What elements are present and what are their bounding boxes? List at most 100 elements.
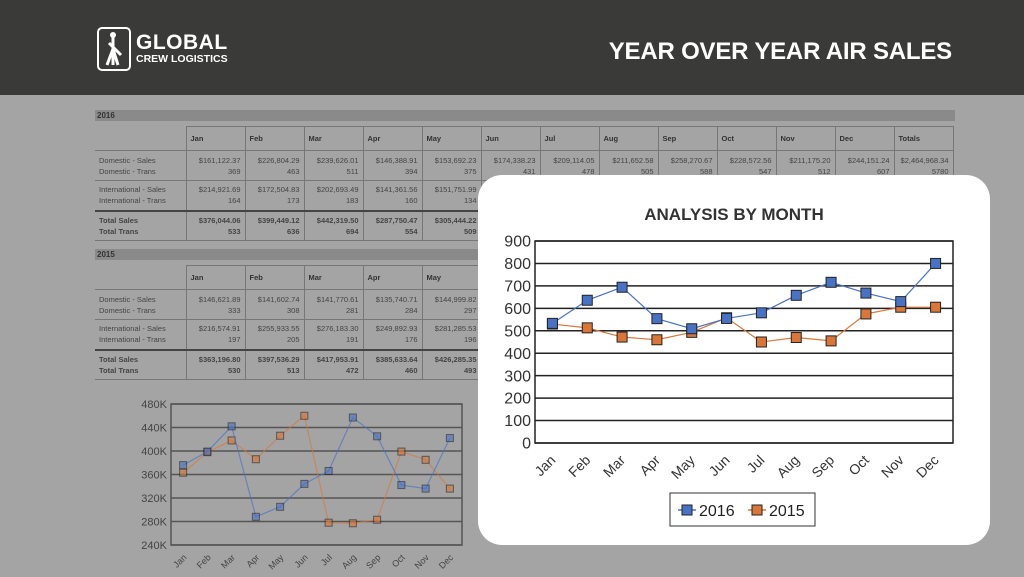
x-tick-label: Jan <box>531 452 558 479</box>
x-tick-label: Oct <box>845 452 872 479</box>
page-title: YEAR OVER YEAR AIR SALES <box>608 38 952 65</box>
x-tick-label: Apr <box>244 552 261 569</box>
cell-sales: $172,504.83 <box>257 185 300 195</box>
column-header: May <box>421 265 482 290</box>
table-cell: $399,449.12 636 <box>244 209 305 241</box>
row-label: Domestic - Sales <box>99 294 156 304</box>
cell-trans: 5780 <box>931 166 949 176</box>
cell-sales: $305,444.22 <box>434 215 477 225</box>
x-tick-label: Aug <box>773 452 802 481</box>
x-tick-label: May <box>668 452 698 482</box>
cell-sales: $214,921.69 <box>198 185 241 195</box>
cell-trans: 636 <box>286 226 300 236</box>
row-label: Total Trans <box>99 226 139 236</box>
row-label: International - Trans <box>99 335 166 345</box>
table-row: Domestic - Sales Domestic - Trans $146,621… <box>95 289 482 320</box>
cell-trans: 183 <box>345 196 359 206</box>
data-point-2016 <box>324 466 333 475</box>
cell-sales: $249,892.93 <box>375 324 418 334</box>
data-point-2016 <box>721 312 733 324</box>
cell-trans: 308 <box>286 305 300 315</box>
cell-sales: $363,196.80 <box>198 354 241 364</box>
cell-trans: 533 <box>227 226 241 236</box>
y-tick-label: 900 <box>504 234 531 251</box>
data-point-2016 <box>546 317 558 329</box>
column-header: Mar <box>303 126 364 151</box>
y-tick-label: 320K <box>141 493 167 505</box>
legend-marker-2015 <box>751 504 763 516</box>
cell-trans: 513 <box>286 365 300 375</box>
table-cell: $141,770.61 281 <box>303 289 364 320</box>
column-header: Sep <box>657 126 718 151</box>
table-cell: $385,633.64 460 <box>362 348 423 380</box>
table-cell: $376,044.06 533 <box>185 209 246 241</box>
legend-label: 2016 <box>699 503 735 520</box>
cell-trans: 281 <box>345 305 359 315</box>
y-tick-label: 440K <box>141 422 167 434</box>
cell-trans: 493 <box>463 365 477 375</box>
y-tick-label: 300 <box>504 368 531 385</box>
series-line-2016 <box>552 263 937 330</box>
x-tick-label: Jun <box>292 552 309 569</box>
table-cell: $151,751.99 134 <box>421 180 482 211</box>
y-tick-label: 240K <box>141 540 167 552</box>
data-point-2015 <box>179 468 188 477</box>
series-line-2016 <box>182 416 451 518</box>
cell-sales: $141,770.61 <box>316 294 359 304</box>
cell-trans: 205 <box>286 335 300 345</box>
table-cell: $146,388.91 394 <box>362 150 423 181</box>
cell-sales: $287,750.47 <box>375 215 418 225</box>
cell-sales: $226,804.29 <box>257 155 300 165</box>
row-label: Total Sales <box>99 354 139 364</box>
cell-trans: 191 <box>345 335 359 345</box>
cell-trans: 164 <box>227 196 241 206</box>
x-tick-label: Jun <box>705 452 732 479</box>
table-cell: $161,122.37 369 <box>185 150 246 181</box>
y-tick-label: 700 <box>504 278 531 295</box>
table-cell: $144,999.82 297 <box>421 289 482 320</box>
data-point-2016 <box>790 289 802 301</box>
cell-sales: $385,633.64 <box>375 354 418 364</box>
x-tick-label: Nov <box>413 552 432 571</box>
row-label: Total Trans <box>99 365 139 375</box>
data-point-2016 <box>300 479 309 488</box>
cell-trans: 530 <box>227 365 241 375</box>
x-tick-label: Apr <box>636 452 663 479</box>
logo-line1: GLOBAL <box>136 31 228 54</box>
x-tick-label: Feb <box>195 552 213 570</box>
data-point-2015 <box>930 301 942 313</box>
cell-trans: 297 <box>463 305 477 315</box>
column-header: Aug <box>598 126 659 151</box>
table-cell: $249,892.93 176 <box>362 319 423 350</box>
table-cell: $287,750.47 554 <box>362 209 423 241</box>
header: GLOBAL CREW LOGISTICS YEAR OVER YEAR AIR… <box>0 0 1024 95</box>
cell-trans: 160 <box>404 196 418 206</box>
x-tick-label: Dec <box>913 452 942 481</box>
cell-sales: $146,621.89 <box>198 294 241 304</box>
y-tick-label: 600 <box>504 301 531 318</box>
column-header: Feb <box>244 126 305 151</box>
data-point-2016 <box>373 432 382 441</box>
cell-sales: $135,740.71 <box>375 294 418 304</box>
table-row: International - Sales International - Tra… <box>95 319 482 350</box>
data-point-2016 <box>251 512 260 521</box>
cell-sales: $442,319.50 <box>316 215 359 225</box>
column-header: Apr <box>362 265 423 290</box>
data-point-2015 <box>373 515 382 524</box>
data-point-2016 <box>227 422 236 431</box>
y-tick-label: 800 <box>504 256 531 273</box>
cell-sales: $216,574.91 <box>198 324 241 334</box>
data-point-2016 <box>203 447 212 456</box>
data-point-2015 <box>860 308 872 320</box>
cell-sales: $202,693.49 <box>316 185 359 195</box>
cell-sales: $399,449.12 <box>257 215 300 225</box>
column-header: Totals <box>893 126 954 151</box>
legend-marker-2016 <box>681 504 693 516</box>
data-point-2015 <box>348 519 357 528</box>
row-label: Total Sales <box>99 215 139 225</box>
cell-trans: 173 <box>286 196 300 206</box>
row-label: Domestic - Trans <box>99 166 156 176</box>
table-cell: $202,693.49 183 <box>303 180 364 211</box>
data-point-2016 <box>895 296 907 308</box>
cell-sales: $281,285.53 <box>434 324 477 334</box>
